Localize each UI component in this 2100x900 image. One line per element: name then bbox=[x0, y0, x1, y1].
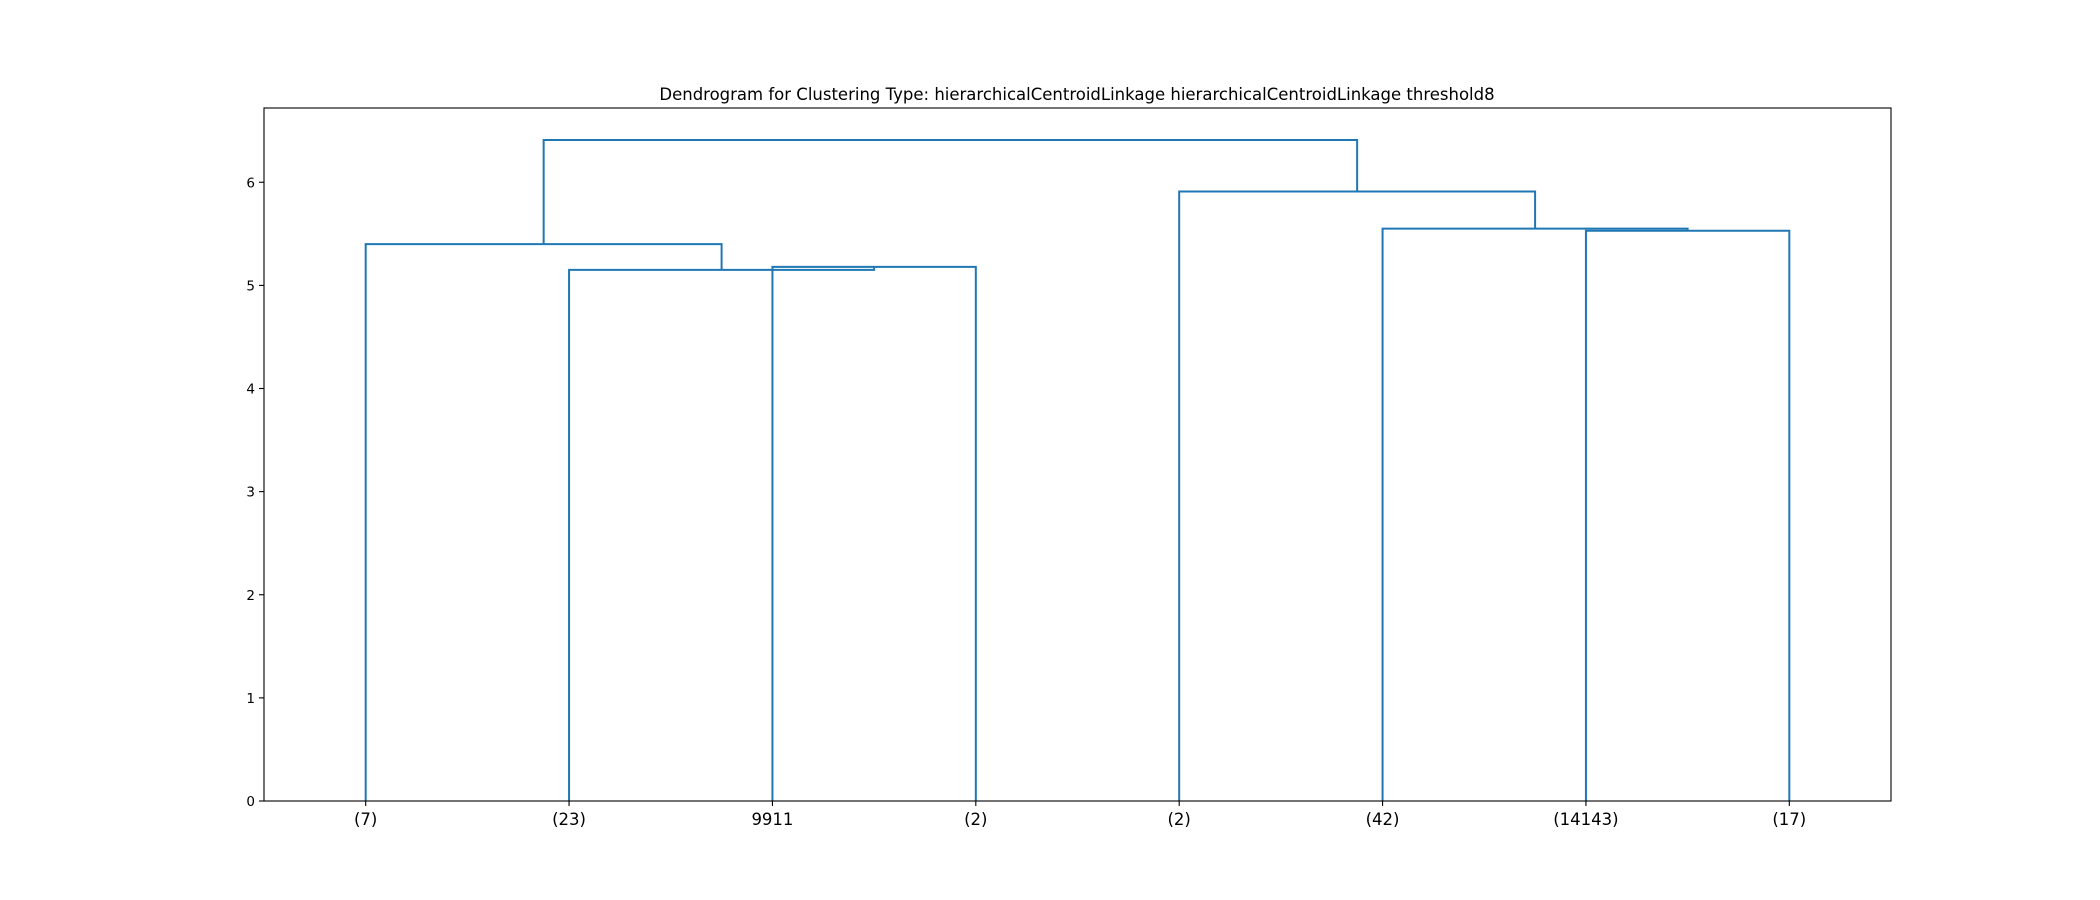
leaf-label: (2) bbox=[964, 810, 987, 829]
leaf-label: (42) bbox=[1366, 810, 1400, 829]
leaf-label: (2) bbox=[1168, 810, 1191, 829]
y-tick-label: 2 bbox=[246, 588, 255, 604]
leaf-label: 9911 bbox=[751, 810, 793, 829]
dendrogram-link bbox=[542, 138, 1359, 245]
leaf-label: (14143) bbox=[1553, 810, 1618, 829]
y-tick-label: 0 bbox=[246, 794, 255, 810]
dendrogram-link bbox=[1584, 229, 1791, 801]
x-axis: (7) (23) 9911 (2) (2) (42) (14143) (17) bbox=[354, 801, 1806, 829]
y-tick-label: 6 bbox=[246, 175, 255, 191]
y-tick-label: 3 bbox=[246, 485, 255, 501]
y-tick-label: 4 bbox=[246, 382, 255, 398]
axes-frame bbox=[263, 107, 1892, 802]
leaf-label: (7) bbox=[354, 810, 377, 829]
leaf-label: (23) bbox=[552, 810, 586, 829]
leaf-label: (17) bbox=[1772, 810, 1806, 829]
y-axis: 0 1 2 3 4 5 6 bbox=[246, 175, 264, 810]
y-tick-label: 5 bbox=[246, 278, 255, 294]
dendrogram-links bbox=[364, 138, 1791, 801]
chart-title: Dendrogram for Clustering Type: hierarch… bbox=[659, 85, 1494, 104]
y-tick-label: 1 bbox=[246, 691, 255, 707]
